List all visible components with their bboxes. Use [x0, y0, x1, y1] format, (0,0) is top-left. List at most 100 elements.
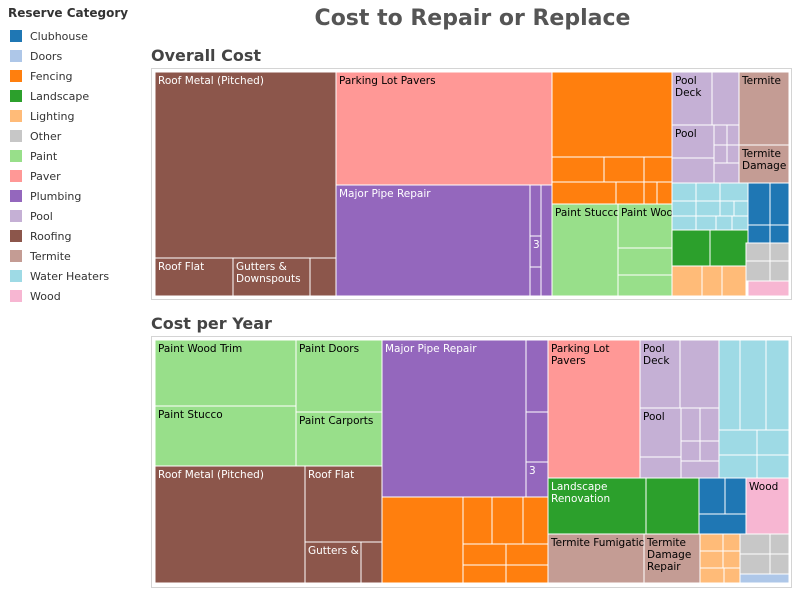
tile-paint-wood-trim[interactable]: Paint Wood Trim	[154, 339, 297, 407]
tile-pool-deck[interactable]: Pool Deck	[671, 71, 713, 126]
tile-fencing-16[interactable]	[462, 543, 507, 566]
tile-plumbing-10[interactable]	[525, 411, 549, 463]
tile-lighting-47[interactable]	[699, 550, 724, 569]
tile-pool-29[interactable]	[680, 460, 720, 479]
legend-item-landscape[interactable]: Landscape	[8, 86, 138, 106]
panel-frame-cost-per-year	[151, 336, 792, 588]
tile-fencing-14[interactable]	[491, 496, 524, 545]
tile-clubhouse-40[interactable]	[724, 477, 747, 515]
tile-other-54[interactable]	[769, 553, 790, 575]
legend-item-lighting[interactable]: Lighting	[8, 106, 138, 126]
legend-swatch	[10, 130, 22, 142]
tile-parking-lot-pavers[interactable]: Parking Lot Pavers	[335, 71, 553, 186]
legend-item-doors[interactable]: Doors	[8, 46, 138, 66]
tile-gutters-downspouts[interactable]: Gutters & Downspouts	[232, 257, 311, 297]
tile-3[interactable]: 3	[525, 461, 549, 498]
legend-item-paver[interactable]: Paver	[8, 166, 138, 186]
tile-fencing-12[interactable]	[381, 496, 464, 584]
tile-lighting-48[interactable]	[722, 550, 741, 569]
tile-clubhouse-41[interactable]	[698, 513, 747, 535]
tile-doors-55[interactable]	[739, 573, 790, 584]
tile-pool-22[interactable]	[679, 339, 720, 409]
tile-wood[interactable]: Wood	[745, 477, 790, 535]
tile-fencing-11[interactable]	[551, 156, 605, 183]
legend-item-wood[interactable]: Wood	[8, 286, 138, 306]
tile-roof-flat[interactable]: Roof Flat	[304, 465, 383, 543]
tile-rect	[680, 440, 701, 462]
tile-roof-metal-pitched[interactable]: Roof Metal (Pitched)	[154, 71, 337, 259]
legend-swatch	[10, 150, 22, 162]
tile-water-heaters-36[interactable]	[756, 454, 790, 479]
legend-item-clubhouse[interactable]: Clubhouse	[8, 26, 138, 46]
legend-swatch	[10, 90, 22, 102]
tile-lighting-50[interactable]	[671, 265, 703, 297]
tile-clubhouse-39[interactable]	[698, 477, 726, 515]
tile-lighting-49[interactable]	[699, 567, 725, 584]
tile-water-heaters-30[interactable]	[718, 339, 741, 431]
legend-item-other[interactable]: Other	[8, 126, 138, 146]
tile-landscape-38[interactable]	[645, 477, 700, 535]
legend-item-plumbing[interactable]: Plumbing	[8, 186, 138, 206]
legend-item-roofing[interactable]: Roofing	[8, 226, 138, 246]
tile-other-51[interactable]	[739, 533, 771, 555]
legend-label: Landscape	[30, 89, 90, 103]
tile-pool-25[interactable]	[680, 407, 701, 442]
tile-pool-deck[interactable]: Pool Deck	[639, 339, 681, 409]
tile-paint-stucco[interactable]: Paint Stucco	[551, 203, 620, 297]
tile-roofing-7[interactable]	[360, 541, 383, 584]
tile-lighting-46[interactable]	[722, 533, 741, 552]
tile-fencing-18[interactable]	[462, 564, 507, 584]
tile-water-heaters-35[interactable]	[718, 454, 758, 479]
tile-lighting-50[interactable]	[723, 567, 741, 584]
tile-paint-carports[interactable]: Paint Carports	[295, 411, 383, 467]
tile-plumbing-9[interactable]	[525, 339, 549, 413]
legend-item-pool[interactable]: Pool	[8, 206, 138, 226]
tile-label: Paint Doors	[299, 343, 359, 355]
tile-pool-26[interactable]	[699, 407, 720, 442]
tile-pool-24[interactable]	[639, 456, 682, 479]
tile-landscape-renovation[interactable]: Landscape Renovation	[547, 477, 647, 535]
tile-lighting-45[interactable]	[699, 533, 724, 552]
tile-fencing-10[interactable]	[551, 71, 673, 158]
tile-roofing-3[interactable]	[309, 257, 337, 297]
legend-item-termite[interactable]: Termite	[8, 246, 138, 266]
tile-water-heaters-34[interactable]	[756, 429, 790, 456]
tile-fencing-13[interactable]	[643, 156, 673, 183]
tile-pool-27[interactable]	[680, 440, 701, 462]
legend-swatch	[10, 50, 22, 62]
tile-wood-57[interactable]	[747, 280, 790, 297]
tile-fencing-15[interactable]	[522, 496, 549, 545]
tile-pool-23[interactable]	[711, 71, 740, 126]
tile-termite-damage-repair[interactable]: Termite Damage Repair	[643, 533, 701, 584]
tile-paint-doors[interactable]: Paint Doors	[295, 339, 383, 413]
tile-other-53[interactable]	[739, 553, 771, 575]
tile-paint-stucco[interactable]: Paint Stucco	[154, 405, 297, 467]
tile-lighting-52[interactable]	[721, 265, 747, 297]
tile-fencing-17[interactable]	[505, 543, 549, 566]
legend-title: Reserve Category	[8, 6, 129, 20]
tile-rect	[699, 567, 725, 584]
tile-roof-metal-pitched[interactable]: Roof Metal (Pitched)	[154, 465, 306, 584]
tile-other-52[interactable]	[769, 533, 790, 555]
tile-parking-lot-pavers[interactable]: Parking Lot Pavers	[547, 339, 641, 479]
tile-rect	[643, 156, 673, 183]
tile-landscape-48[interactable]	[671, 229, 711, 267]
tile-gutters[interactable]: Gutters &	[304, 541, 362, 584]
tile-rect	[699, 407, 720, 442]
tile-water-heaters-32[interactable]	[765, 339, 790, 431]
legend-item-water-heaters[interactable]: Water Heaters	[8, 266, 138, 286]
tile-termite-damage[interactable]: Termite Damage	[738, 144, 790, 184]
tile-termite-fumigation[interactable]: Termite Fumigation	[547, 533, 652, 584]
tile-fencing-13[interactable]	[462, 496, 493, 545]
tile-major-pipe-repair[interactable]: Major Pipe Repair	[335, 184, 531, 297]
tile-water-heaters-31[interactable]	[739, 339, 767, 431]
legend-item-fencing[interactable]: Fencing	[8, 66, 138, 86]
legend-item-paint[interactable]: Paint	[8, 146, 138, 166]
tile-water-heaters-33[interactable]	[718, 429, 758, 456]
tile-pool[interactable]: Pool	[639, 407, 682, 458]
tile-roof-flat[interactable]: Roof Flat	[154, 257, 234, 297]
tile-pool-28[interactable]	[699, 440, 720, 462]
tile-major-pipe-repair[interactable]: Major Pipe Repair	[381, 339, 527, 498]
tile-fencing-19[interactable]	[505, 564, 549, 584]
